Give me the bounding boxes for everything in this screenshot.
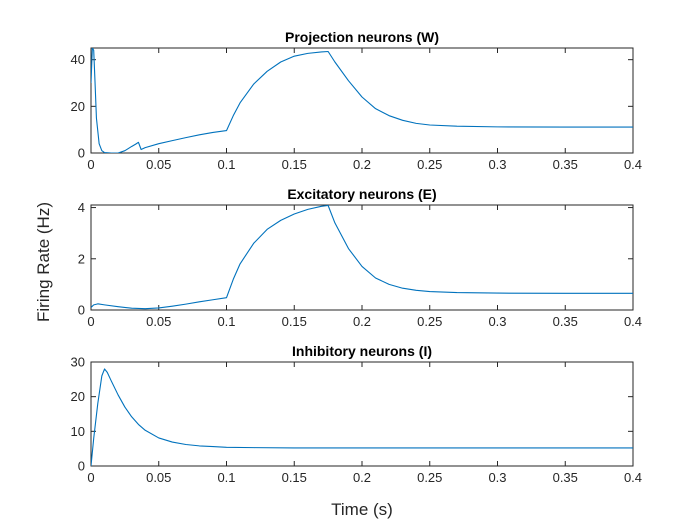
series-line [91, 205, 633, 310]
subplot-3: Inhibitory neurons (I) 0 0.05 0.1 0.15 0.2 0.2… [71, 343, 643, 485]
x-tick-label: 0.4 [624, 157, 642, 172]
y-tick-label: 2 [78, 251, 85, 266]
y-tick-label: 4 [78, 200, 85, 215]
x-tick-label: 0.35 [553, 470, 578, 485]
x-tick-label: 0.2 [353, 470, 371, 485]
subplot-1: Projection neurons (W) 0 0.05 0.1 0.15 0.2 0.2… [71, 29, 643, 172]
x-tick-label: 0.35 [553, 314, 578, 329]
series-line [91, 368, 633, 466]
x-tick-label: 0.15 [282, 157, 307, 172]
x-tick-label: 0 [87, 470, 94, 485]
x-tick-label: 0.15 [282, 470, 307, 485]
x-tick-label: 0.4 [624, 470, 642, 485]
plot-area-frame [90, 47, 634, 154]
x-tick-label: 0.15 [282, 314, 307, 329]
subplot-2: Excitatory neurons (E) 0 0.05 0.1 0.15 0.2 0.2… [78, 186, 642, 329]
x-tick-label: 0.3 [488, 470, 506, 485]
x-tick-label: 0.1 [217, 314, 235, 329]
x-tick-label: 0.05 [146, 157, 171, 172]
plot-area-frame [90, 361, 634, 467]
y-tick-label: 40 [71, 52, 85, 67]
x-tick-label: 0.25 [417, 157, 442, 172]
x-tick-label: 0.2 [353, 314, 371, 329]
y-tick-label: 0 [78, 459, 85, 474]
x-tick-label: 0.4 [624, 314, 642, 329]
x-tick-label: 0.05 [146, 470, 171, 485]
subplot-title: Projection neurons (W) [285, 29, 439, 45]
x-tick-label: 0 [87, 157, 94, 172]
series-line [91, 48, 633, 153]
x-tick-label: 0.1 [217, 470, 235, 485]
x-tick-label: 0 [87, 314, 94, 329]
x-tick-label: 0.25 [417, 470, 442, 485]
x-tick-label: 0.2 [353, 157, 371, 172]
x-tick-label: 0.1 [217, 157, 235, 172]
y-tick-label: 20 [71, 389, 85, 404]
plot-area-frame [90, 204, 634, 311]
x-tick-label: 0.25 [417, 314, 442, 329]
y-tick-label: 30 [71, 355, 85, 370]
x-tick-label: 0.3 [488, 314, 506, 329]
subplot-title: Excitatory neurons (E) [287, 186, 436, 202]
y-tick-label: 10 [71, 424, 85, 439]
subplot-title: Inhibitory neurons (I) [292, 343, 432, 359]
y-tick-label: 20 [71, 99, 85, 114]
x-axis-label: Time (s) [331, 500, 393, 519]
y-tick-label: 0 [78, 146, 85, 161]
y-axis-label: Firing Rate (Hz) [34, 202, 53, 322]
x-tick-label: 0.05 [146, 314, 171, 329]
y-tick-label: 0 [78, 303, 85, 318]
x-tick-label: 0.3 [488, 157, 506, 172]
x-tick-label: 0.35 [553, 157, 578, 172]
